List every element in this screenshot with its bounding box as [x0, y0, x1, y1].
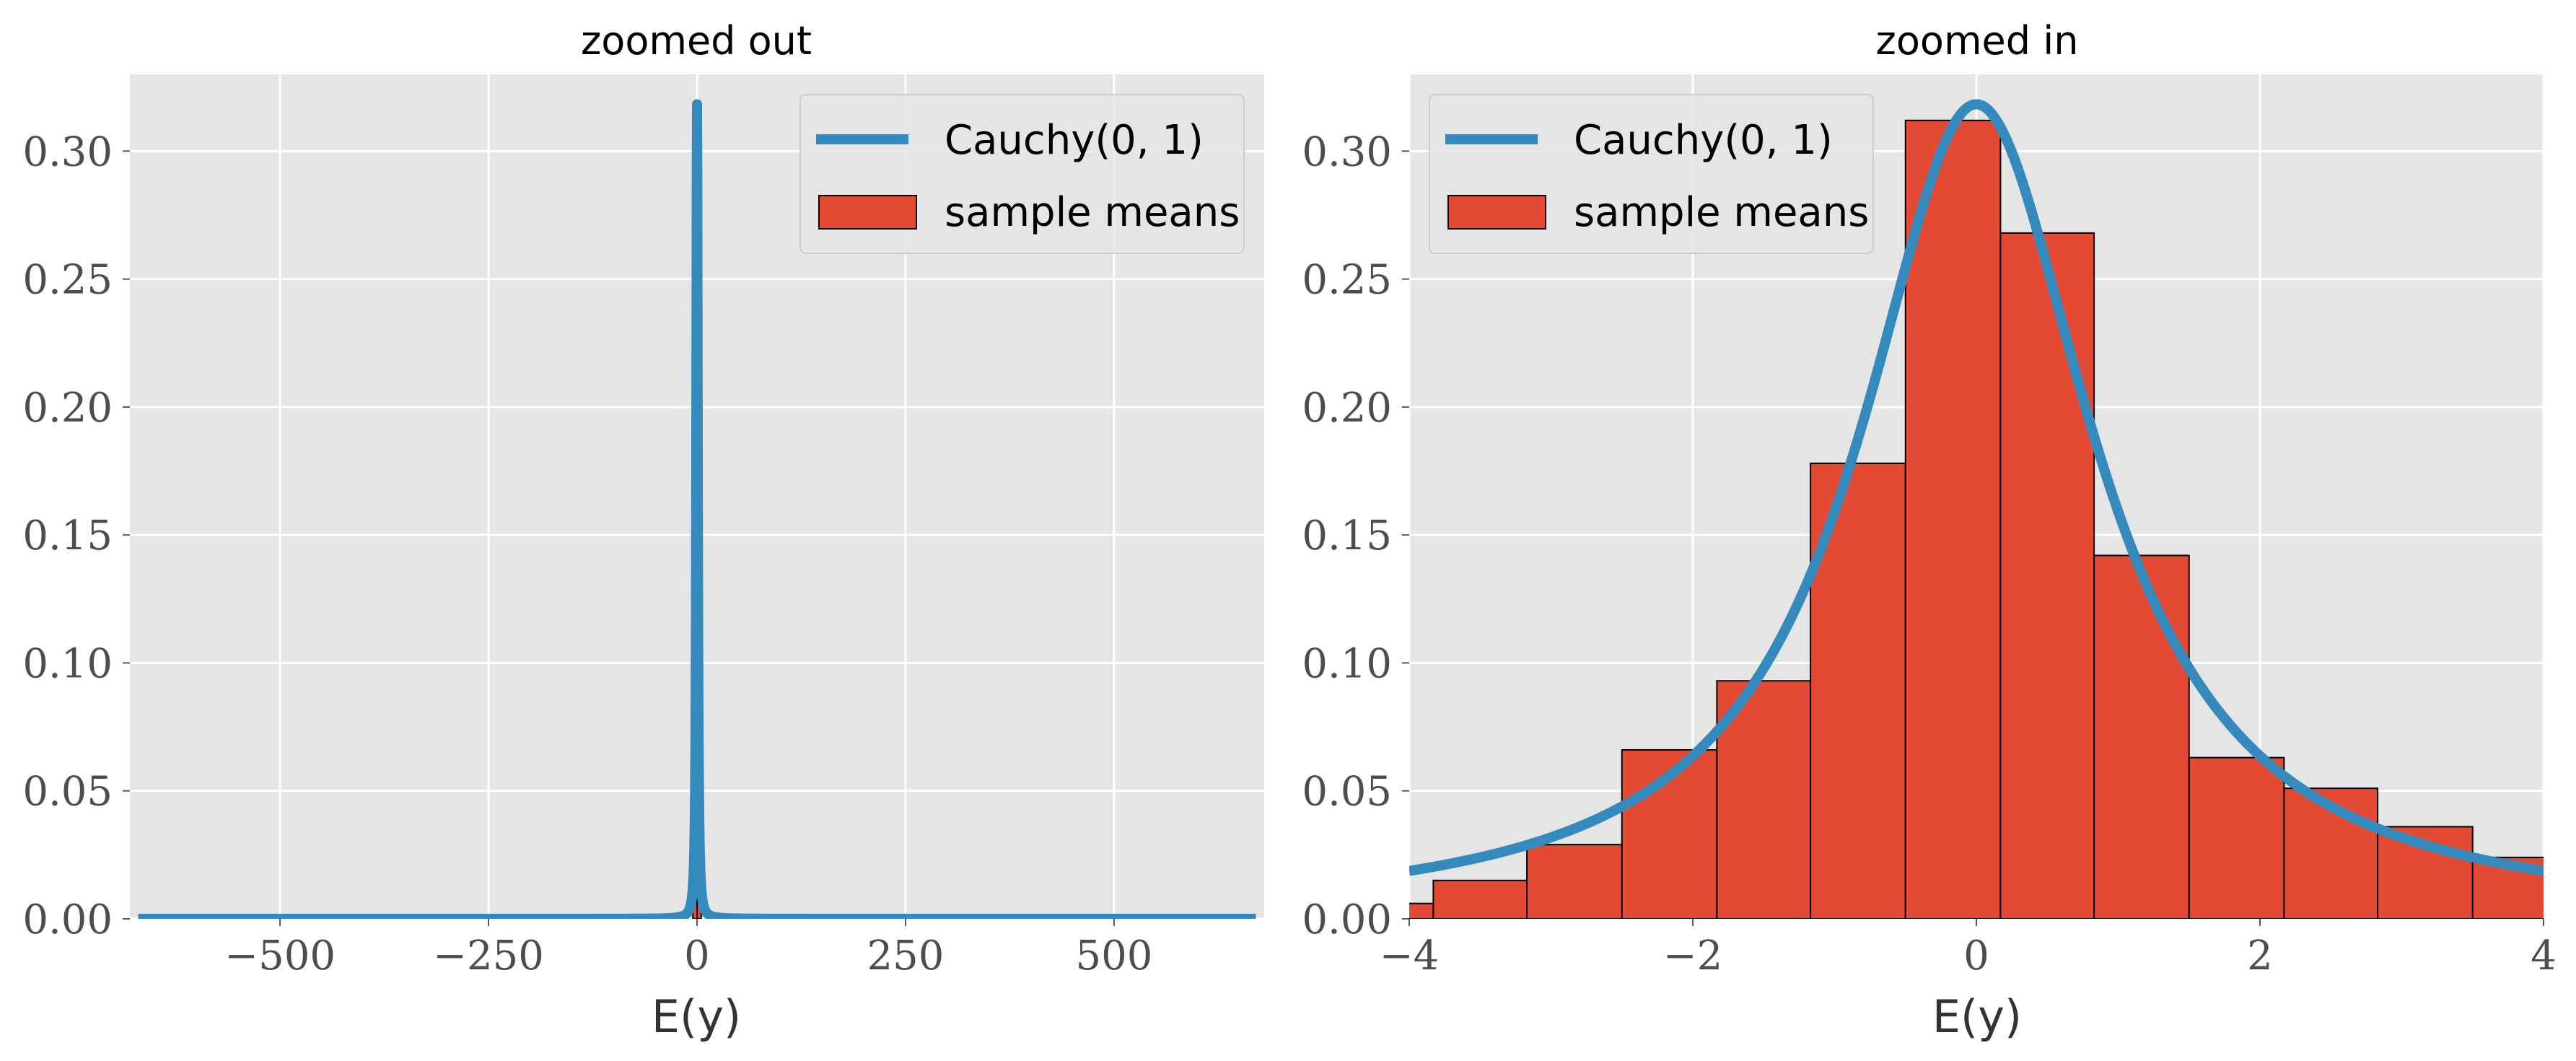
cauchy-density-line: [1409, 99, 2544, 876]
y-tick-label: 0.30: [22, 128, 113, 175]
histogram-bar: [2093, 554, 2190, 919]
x-tick-label: 2: [2247, 933, 2273, 979]
x-axis-label: E(y): [652, 990, 741, 1043]
histogram-bar: [1904, 119, 2002, 919]
panel-zoomed-in: zoomed in E(y) −4 −2 0 2 4 0.00 0.05 0.10 0.15 0.…: [1302, 18, 2557, 1043]
histogram-bar: [2188, 756, 2285, 919]
legend-label: sample means: [945, 189, 1240, 236]
histogram-bar: [1526, 844, 1623, 919]
cauchy-density-line: [133, 99, 1261, 919]
x-tick-label: −2: [1663, 933, 1723, 979]
x-tick-label: −250: [433, 933, 544, 979]
x-tick-label: 0: [684, 933, 710, 979]
y-tick-label: 0.10: [1302, 640, 1392, 687]
legend-label: Cauchy(0, 1): [1574, 117, 1833, 164]
y-tick-label: 0.05: [1302, 769, 1392, 816]
y-tick-label: 0.30: [1302, 128, 1392, 175]
histogram-bar: [1432, 879, 1528, 919]
legend-label: sample means: [1574, 189, 1869, 236]
x-tick-label: 250: [867, 933, 945, 979]
y-tick-label: 0.05: [22, 769, 113, 816]
x-axis-label: E(y): [1932, 990, 2022, 1043]
y-tick-label: 0.10: [22, 640, 113, 687]
x-tick-label: 500: [1075, 933, 1152, 979]
histogram-bars: [1409, 119, 2544, 919]
x-tick-label: 4: [2531, 933, 2557, 979]
x-tick-label: −500: [224, 933, 336, 979]
x-tick-label: −4: [1380, 933, 1440, 979]
chart-title: zoomed in: [1876, 18, 2079, 64]
legend: Cauchy(0, 1) sample means: [799, 94, 1245, 254]
y-tick-label: 0.15: [22, 512, 113, 559]
legend-label: Cauchy(0, 1): [945, 117, 1204, 164]
x-tick-label: 0: [1963, 933, 1989, 979]
tick-labels: −4 −2 0 2 4 0.00 0.05 0.10 0.15 0.20 0.25 0.30: [1302, 128, 2557, 979]
histogram-bar: [2377, 826, 2474, 919]
legend: Cauchy(0, 1) sample means: [1429, 94, 1874, 254]
legend-bar-swatch: [1447, 195, 1546, 230]
chart-title: zoomed out: [581, 18, 812, 64]
panel-zoomed-out: zoomed out E(y) −500 −250 0 250 500 0.00 0.05 0…: [22, 18, 1264, 1043]
legend-bar-swatch: [818, 195, 917, 230]
histogram-bar: [1999, 232, 2095, 919]
y-tick-label: 0.20: [1302, 385, 1392, 432]
density-line-group: [1409, 99, 2544, 876]
y-tick-label: 0.00: [1302, 896, 1392, 943]
y-tick-label: 0.15: [1302, 512, 1392, 559]
tick-labels: −500 −250 0 250 500 0.00 0.05 0.10 0.15 0.20 0.25 0…: [22, 128, 1152, 979]
density-line-group: [133, 99, 1261, 919]
y-tick-label: 0.00: [22, 896, 113, 943]
y-tick-label: 0.25: [1302, 257, 1392, 304]
y-tick-label: 0.25: [22, 257, 113, 304]
y-tick-label: 0.20: [22, 385, 113, 432]
